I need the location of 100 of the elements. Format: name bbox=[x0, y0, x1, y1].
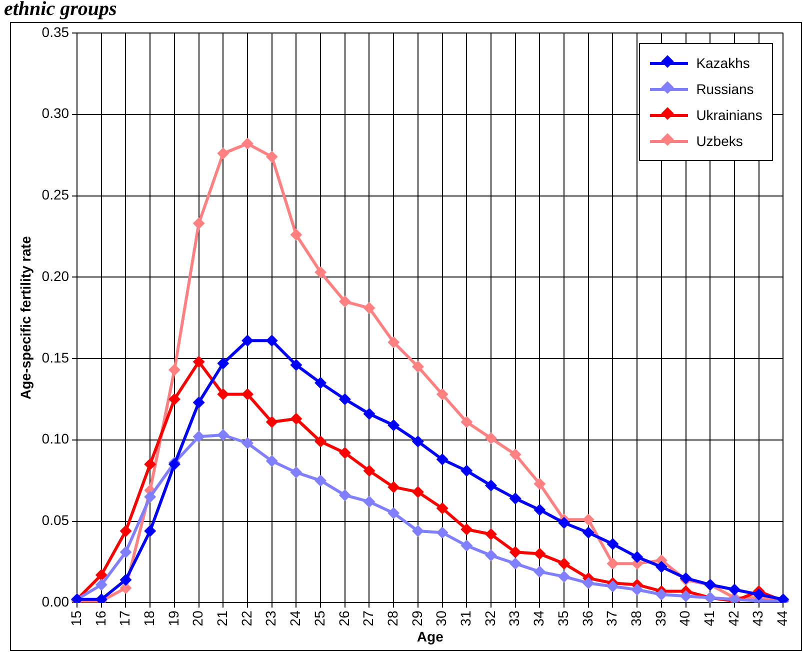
x-tick-label: 23 bbox=[262, 610, 279, 626]
x-axis-title: Age bbox=[416, 628, 444, 644]
x-tick-label: 17 bbox=[116, 610, 133, 626]
point bbox=[509, 492, 522, 504]
point bbox=[534, 566, 546, 578]
point bbox=[314, 376, 327, 389]
point bbox=[338, 393, 351, 406]
point bbox=[338, 489, 351, 502]
point bbox=[534, 548, 546, 560]
point bbox=[460, 464, 473, 477]
x-tick-label: 44 bbox=[774, 610, 790, 626]
point bbox=[217, 428, 230, 441]
y-tick-label: 0.30 bbox=[42, 105, 70, 122]
point bbox=[95, 568, 108, 581]
y-tick-label: 0.35 bbox=[42, 24, 70, 40]
point bbox=[338, 446, 351, 459]
x-tick-label: 35 bbox=[554, 610, 571, 626]
x-tick-label: 22 bbox=[238, 610, 254, 626]
x-tick-label: 18 bbox=[140, 610, 157, 626]
x-tick-label: 40 bbox=[676, 610, 693, 626]
point bbox=[752, 588, 765, 600]
y-tick-label: 0.20 bbox=[42, 268, 70, 284]
point bbox=[144, 490, 156, 503]
point bbox=[242, 388, 254, 400]
point bbox=[388, 481, 400, 494]
point bbox=[266, 455, 278, 468]
point bbox=[217, 388, 230, 400]
x-tick-label: 41 bbox=[701, 610, 718, 626]
y-tick-label: 0.10 bbox=[42, 430, 70, 447]
point bbox=[314, 266, 327, 278]
point bbox=[388, 419, 400, 432]
legend-label: Ukrainians bbox=[696, 107, 762, 123]
point bbox=[558, 516, 570, 529]
x-tick-label: 24 bbox=[287, 610, 304, 626]
point bbox=[168, 393, 180, 406]
y-tick-label: 0.25 bbox=[42, 186, 70, 203]
point bbox=[460, 416, 473, 428]
x-tick-label: 26 bbox=[336, 610, 352, 626]
point bbox=[242, 437, 254, 450]
legend-label: Russians bbox=[696, 81, 754, 97]
point bbox=[485, 528, 497, 540]
legend-label: Kazakhs bbox=[696, 55, 750, 71]
x-tick-label: 25 bbox=[311, 610, 328, 626]
x-tick-label: 28 bbox=[384, 610, 400, 626]
point bbox=[388, 507, 400, 520]
point bbox=[680, 590, 692, 602]
x-tick-label: 16 bbox=[92, 610, 108, 626]
point bbox=[509, 558, 522, 570]
point bbox=[509, 546, 522, 558]
point bbox=[192, 430, 205, 443]
point bbox=[606, 538, 619, 550]
point bbox=[534, 478, 546, 490]
point bbox=[509, 448, 522, 461]
point bbox=[485, 549, 497, 562]
point bbox=[631, 584, 644, 596]
x-tick-label: 20 bbox=[190, 610, 206, 626]
y-tick-label: 0.00 bbox=[42, 593, 70, 610]
point bbox=[144, 525, 156, 538]
point bbox=[290, 359, 302, 372]
point bbox=[217, 147, 230, 160]
point bbox=[266, 416, 278, 428]
x-tick-label: 29 bbox=[408, 610, 425, 626]
legend-label: Uzbeks bbox=[696, 133, 743, 149]
point bbox=[266, 150, 278, 163]
point bbox=[314, 436, 327, 448]
x-tick-label: 42 bbox=[725, 610, 742, 626]
y-axis-title: Age-specific fertility rate bbox=[17, 236, 34, 400]
point bbox=[192, 396, 205, 408]
point bbox=[534, 504, 546, 516]
point bbox=[582, 514, 594, 526]
x-tick-label: 32 bbox=[482, 610, 498, 626]
point bbox=[95, 578, 108, 591]
point bbox=[290, 466, 302, 478]
x-tick-label: 38 bbox=[628, 610, 644, 626]
x-tick-label: 39 bbox=[652, 610, 668, 626]
point bbox=[266, 334, 278, 347]
point bbox=[217, 357, 230, 370]
point bbox=[655, 588, 668, 600]
x-tick-label: 31 bbox=[458, 610, 474, 626]
point bbox=[436, 526, 448, 539]
point bbox=[120, 525, 132, 538]
point bbox=[338, 296, 351, 308]
x-tick-label: 27 bbox=[360, 610, 376, 626]
point bbox=[363, 408, 376, 420]
point bbox=[388, 336, 400, 348]
point bbox=[363, 302, 376, 314]
point bbox=[485, 479, 497, 492]
point bbox=[582, 577, 594, 590]
x-tick-label: 37 bbox=[604, 610, 620, 626]
point bbox=[363, 496, 376, 508]
point bbox=[120, 574, 132, 586]
point bbox=[120, 546, 132, 558]
point bbox=[290, 412, 302, 425]
chart-title: ethnic groups bbox=[4, 0, 117, 20]
point bbox=[412, 486, 424, 498]
point bbox=[168, 364, 180, 376]
point bbox=[436, 502, 448, 514]
point bbox=[460, 523, 473, 536]
point bbox=[558, 570, 570, 583]
point bbox=[655, 560, 668, 573]
